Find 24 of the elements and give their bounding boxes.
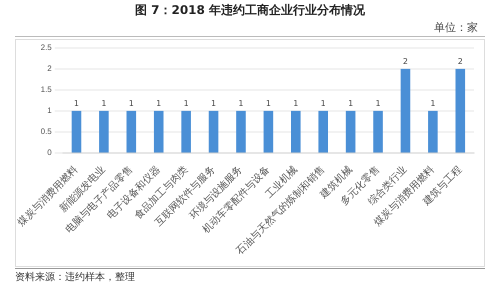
data-label: 1 — [376, 99, 381, 108]
data-label: 1 — [184, 99, 189, 108]
data-label: 1 — [238, 99, 244, 108]
data-label: 1 — [266, 99, 271, 108]
chart-title: 图 7：2018 年违约工商企业行业分布情况 — [134, 2, 366, 19]
data-label: 1 — [320, 99, 326, 108]
y-tick-label: 0.5 — [40, 127, 52, 136]
data-label: 2 — [458, 56, 463, 66]
y-tick-label: 1.5 — [40, 85, 52, 94]
data-label: 1 — [74, 99, 80, 108]
data-label: 1 — [293, 99, 298, 108]
y-tick-label: 2 — [47, 64, 52, 74]
y-tick-label: 0 — [47, 148, 52, 158]
data-label: 1 — [101, 99, 106, 108]
data-label: 2 — [402, 56, 408, 66]
chart-subtitle: 单位：家 — [434, 20, 478, 35]
data-label: 1 — [128, 99, 134, 108]
data-label: 1 — [211, 99, 216, 108]
text: 资料来源：违约样本，整理 — [15, 270, 135, 283]
y-tick-label: 2.5 — [40, 43, 52, 52]
data-label: 1 — [430, 99, 436, 108]
data-label: 1 — [348, 99, 354, 108]
y-tick-label: 1 — [47, 106, 52, 116]
data-label: 1 — [156, 99, 162, 108]
